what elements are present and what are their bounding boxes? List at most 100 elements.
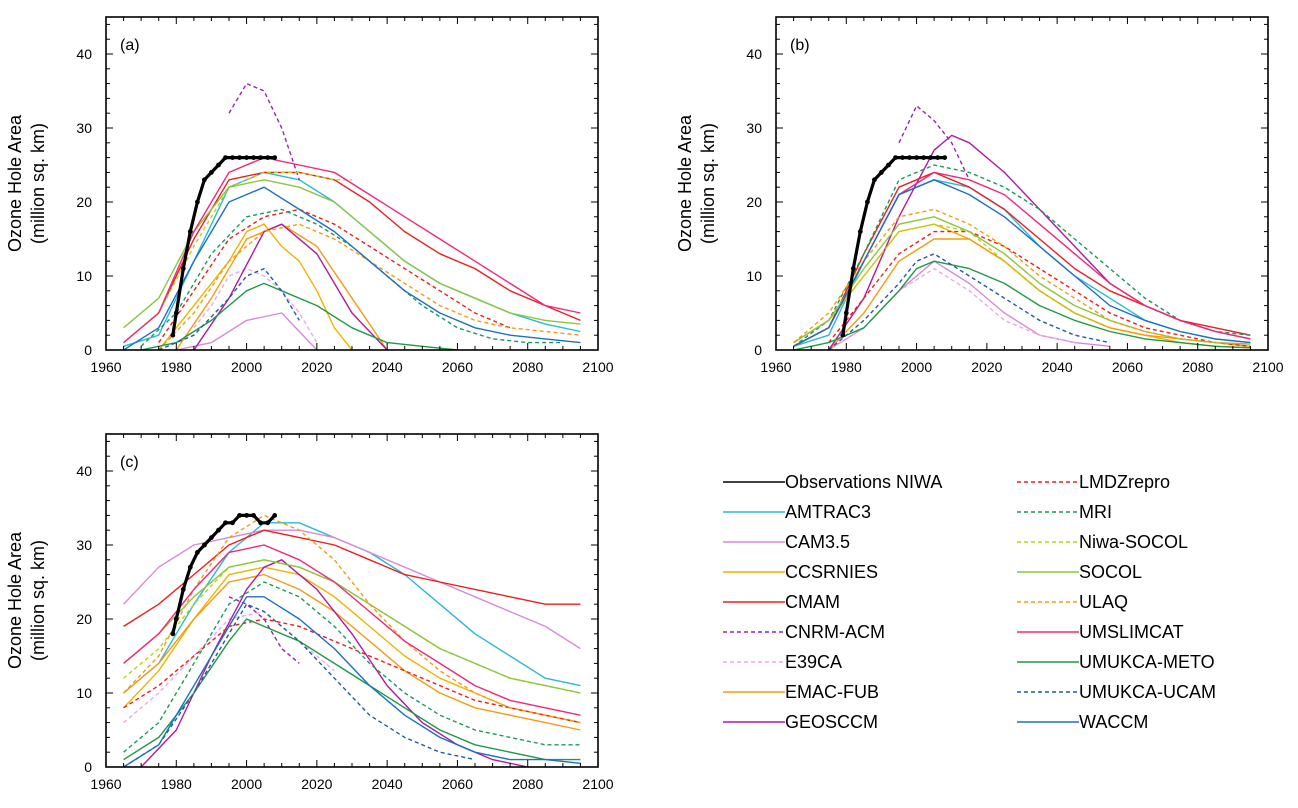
legend-label: WACCM	[1079, 712, 1148, 732]
series-line-geosccm	[828, 134, 1251, 350]
series-line-mri	[793, 164, 1251, 347]
series-group	[123, 82, 581, 350]
observation-point	[843, 310, 849, 316]
x-tick-label: 2000	[901, 359, 932, 375]
series-line-waccm	[793, 179, 1251, 347]
observation-point	[187, 229, 193, 235]
observation-point	[216, 527, 221, 533]
observation-point	[872, 177, 877, 183]
series-line-lmdzrepro	[158, 208, 511, 343]
observation-point	[173, 616, 179, 622]
legend-item-cmam: CMAM	[723, 592, 840, 612]
y-axis-label: Ozone Hole Area (million sq. km)	[5, 114, 48, 252]
legend-item-observations-niwa: Observations NIWA	[723, 472, 942, 492]
legend-item-umukca-ucam: UMUKCA-UCAM	[1017, 682, 1216, 702]
x-tick-label: 2020	[301, 359, 332, 375]
series-group	[793, 105, 1251, 350]
y-tick-label: 10	[76, 268, 92, 284]
observation-point	[840, 332, 846, 338]
series-line-umslimcat	[123, 156, 581, 344]
y-tick-label: 10	[746, 268, 762, 284]
legend-label: CNRM-ACM	[785, 622, 885, 642]
series-line-socol	[123, 179, 581, 329]
legend-label: UMSLIMCAT	[1079, 622, 1184, 642]
series-line-cnrm-acm	[228, 596, 300, 664]
legend-item-e39ca: E39CA	[723, 652, 842, 672]
x-tick-label: 1980	[161, 359, 192, 375]
observation-point	[914, 155, 919, 161]
observation-point	[865, 199, 870, 205]
series-line-socol	[123, 559, 581, 694]
legend-item-mri: MRI	[1017, 502, 1112, 522]
y-tick-label: 0	[84, 342, 92, 358]
x-tick-label: 1980	[161, 776, 192, 792]
y-tick-label: 40	[746, 46, 762, 62]
observation-point	[202, 542, 207, 548]
y-tick-label: 20	[746, 194, 762, 210]
y-tick-label: 10	[76, 685, 92, 701]
x-tick-label: 2100	[582, 359, 613, 375]
observation-point	[921, 155, 926, 161]
legend-item-geosccm: GEOSCCM	[723, 712, 878, 732]
panel-1: 1960 1980 2000 2020 2040 2060 2080 2100 0 10 20 30 4…	[5, 16, 614, 375]
x-tick-label: 1960	[760, 359, 791, 375]
y-tick-label: 20	[76, 611, 92, 627]
y-axis-label: Ozone Hole Area (million sq. km)	[675, 114, 718, 252]
observation-point	[187, 564, 193, 570]
x-tick-label: 2080	[512, 776, 543, 792]
observation-point	[879, 170, 884, 175]
legend-item-umukca-meto: UMUKCA-METO	[1017, 652, 1215, 672]
legend-label: CAM3.5	[785, 532, 850, 552]
series-line-socol	[793, 216, 1251, 345]
observation-point	[223, 520, 228, 526]
y-tick-label: 20	[76, 194, 92, 210]
legend-item-umslimcat: UMSLIMCAT	[1017, 622, 1184, 642]
observation-point	[202, 177, 207, 183]
observation-point	[258, 155, 263, 161]
y-tick-label: 30	[76, 537, 92, 553]
legend-item-cnrm-acm: CNRM-ACM	[723, 622, 885, 642]
series-line-lmdzrepro	[123, 618, 581, 724]
series-line-emac-fub	[123, 573, 581, 731]
observation-point	[230, 520, 235, 526]
series-line-umukca-meto	[793, 260, 1251, 350]
observation-point	[209, 535, 214, 540]
observation-point	[195, 199, 200, 205]
observation-point	[173, 310, 179, 316]
x-tick-label: 2000	[231, 776, 262, 792]
y-axis-label: Ozone Hole Area (million sq. km)	[5, 531, 48, 669]
series-line-niwa-socol	[793, 223, 1111, 344]
legend-label: ULAQ	[1079, 592, 1128, 612]
observation-point	[272, 513, 278, 518]
series-line-umslimcat	[123, 544, 581, 716]
observation-point	[170, 631, 176, 637]
legend-label: CCSRNIES	[785, 562, 878, 582]
legend-label: AMTRAC3	[785, 502, 871, 522]
legend: Observations NIWA AMTRAC3 CAM3.5 CCSRNIES CM…	[723, 472, 1216, 732]
observation-point	[230, 155, 235, 161]
series-line-ulaq	[123, 514, 581, 724]
observation-point	[251, 513, 256, 518]
series-line-lmdzrepro	[828, 230, 1251, 347]
x-tick-label: 2060	[442, 359, 473, 375]
y-tick-label: 30	[746, 120, 762, 136]
series-line-cmam	[793, 171, 1251, 347]
series-line-cnrm-acm	[228, 82, 300, 181]
observation-point	[237, 155, 242, 161]
legend-label: LMDZrepro	[1079, 472, 1170, 492]
legend-item-lmdzrepro: LMDZrepro	[1017, 472, 1170, 492]
x-tick-label: 2080	[512, 359, 543, 375]
legend-item-socol: SOCOL	[1017, 562, 1142, 582]
x-tick-label: 2000	[231, 359, 262, 375]
legend-label: GEOSCCM	[785, 712, 878, 732]
series-line-umukca-ucam	[123, 603, 476, 767]
y-tick-label: 30	[76, 120, 92, 136]
series-line-umukca-ucam	[158, 267, 300, 350]
x-tick-label: 2080	[1182, 359, 1213, 375]
y-tick-label: 40	[76, 46, 92, 62]
x-tick-label: 2060	[442, 776, 473, 792]
observation-point	[265, 155, 271, 161]
observation-point	[209, 170, 214, 175]
observation-point	[180, 266, 186, 271]
observation-point	[265, 520, 271, 526]
